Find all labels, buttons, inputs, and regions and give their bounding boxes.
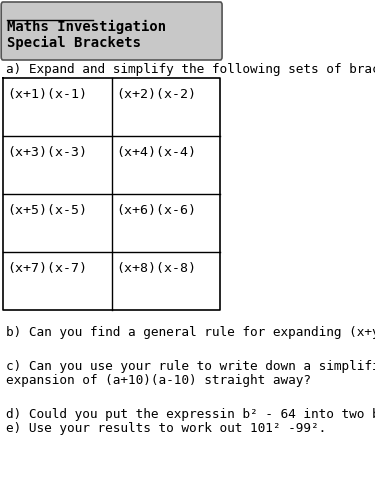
Text: Maths Investigation: Maths Investigation — [7, 20, 166, 34]
Text: (x+4)(x-4): (x+4)(x-4) — [116, 146, 196, 159]
FancyBboxPatch shape — [1, 2, 222, 60]
Text: d) Could you put the expressin b² - 64 into two brackets?: d) Could you put the expressin b² - 64 i… — [6, 408, 375, 421]
Text: (x+1)(x-1): (x+1)(x-1) — [8, 88, 88, 101]
Text: a) Expand and simplify the following sets of brackets.: a) Expand and simplify the following set… — [6, 63, 375, 76]
Text: expansion of (a+10)(a-10) straight away?: expansion of (a+10)(a-10) straight away? — [6, 374, 311, 387]
Text: c) Can you use your rule to write down a simplified: c) Can you use your rule to write down a… — [6, 360, 375, 373]
Text: (x+2)(x-2): (x+2)(x-2) — [116, 88, 196, 101]
Text: e) Use your results to work out 101² -99².: e) Use your results to work out 101² -99… — [6, 422, 326, 435]
Text: b) Can you find a general rule for expanding (x+y)(x-y)?: b) Can you find a general rule for expan… — [6, 326, 375, 339]
Text: (x+5)(x-5): (x+5)(x-5) — [8, 204, 88, 217]
Text: (x+3)(x-3): (x+3)(x-3) — [8, 146, 88, 159]
Text: (x+7)(x-7): (x+7)(x-7) — [8, 262, 88, 275]
Text: Special Brackets: Special Brackets — [7, 36, 141, 50]
Text: (x+6)(x-6): (x+6)(x-6) — [116, 204, 196, 217]
Text: (x+8)(x-8): (x+8)(x-8) — [116, 262, 196, 275]
